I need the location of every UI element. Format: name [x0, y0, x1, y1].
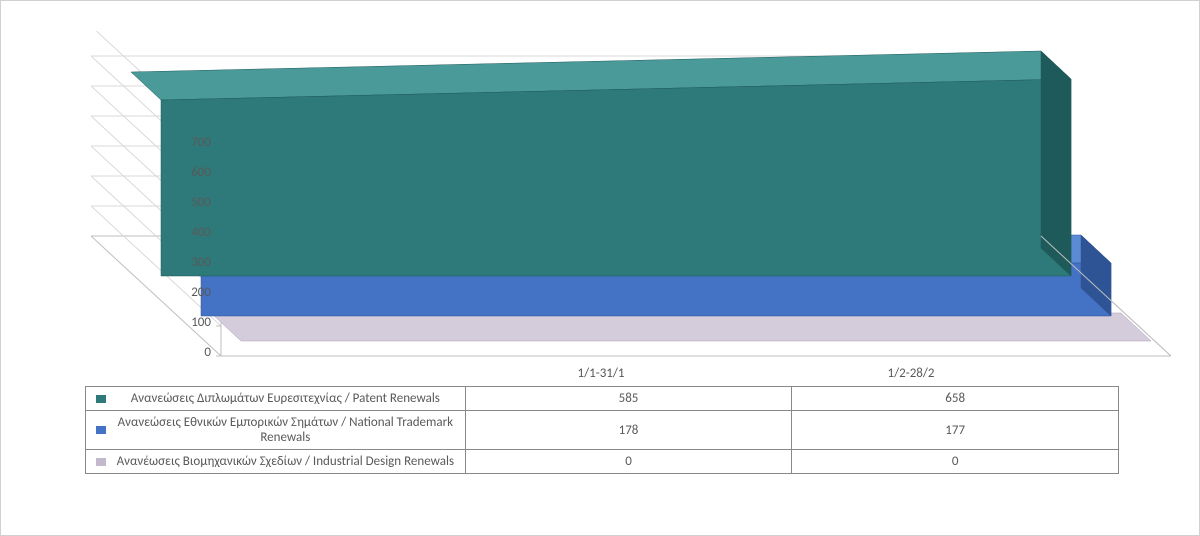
ytick-100: 100: [191, 316, 211, 329]
series-name-0: Ανανεώσεις Διπλωμάτων Ευρεσιτεχνίας / Pa…: [131, 391, 440, 406]
series-name-2: Ανανέωσεις Βιομηχανικών Σχεδίων / Indust…: [117, 454, 454, 469]
xtick-1: 1/2-28/2: [831, 366, 991, 381]
cell-0-0: 585: [465, 387, 792, 411]
swatch-patent: [96, 395, 106, 403]
ytick-700: 700: [191, 136, 211, 149]
table-row: Ανανεώσεις Εθνικών Εμπορικών Σημάτων / N…: [86, 411, 1119, 450]
ytick-500: 500: [191, 196, 211, 209]
ytick-600: 600: [191, 166, 211, 179]
swatch-industrial: [96, 458, 106, 466]
cell-1-1: 177: [792, 411, 1119, 450]
data-table: Ανανεώσεις Διπλωμάτων Ευρεσιτεχνίας / Pa…: [85, 386, 1119, 474]
legend-label-industrial: Ανανέωσεις Βιομηχανικών Σχεδίων / Indust…: [86, 450, 466, 474]
series-industrial: [211, 313, 1151, 341]
cell-0-1: 658: [792, 387, 1119, 411]
ytick-200: 200: [191, 286, 211, 299]
series-patent: [131, 51, 1071, 276]
ytick-0: 0: [204, 346, 211, 359]
cell-1-0: 178: [465, 411, 792, 450]
ytick-400: 400: [191, 226, 211, 239]
table-row: Ανανεώσεις Διπλωμάτων Ευρεσιτεχνίας / Pa…: [86, 387, 1119, 411]
table-row: Ανανέωσεις Βιομηχανικών Σχεδίων / Indust…: [86, 450, 1119, 474]
swatch-trademark: [96, 426, 106, 434]
cell-2-1: 0: [792, 450, 1119, 474]
chart-svg: [91, 31, 1171, 361]
legend-label-trademark: Ανανεώσεις Εθνικών Εμπορικών Σημάτων / N…: [86, 411, 466, 450]
chart-container: 0 100 200 300 400 500 600 700 1/1-31/1 1…: [0, 0, 1200, 536]
legend-label-patent: Ανανεώσεις Διπλωμάτων Ευρεσιτεχνίας / Pa…: [86, 387, 466, 411]
cell-2-0: 0: [465, 450, 792, 474]
series-name-1: Ανανεώσεις Εθνικών Εμπορικών Σημάτων / N…: [118, 415, 453, 445]
ytick-300: 300: [191, 256, 211, 269]
chart-area-3d: [91, 31, 1171, 361]
xtick-0: 1/1-31/1: [521, 366, 681, 381]
